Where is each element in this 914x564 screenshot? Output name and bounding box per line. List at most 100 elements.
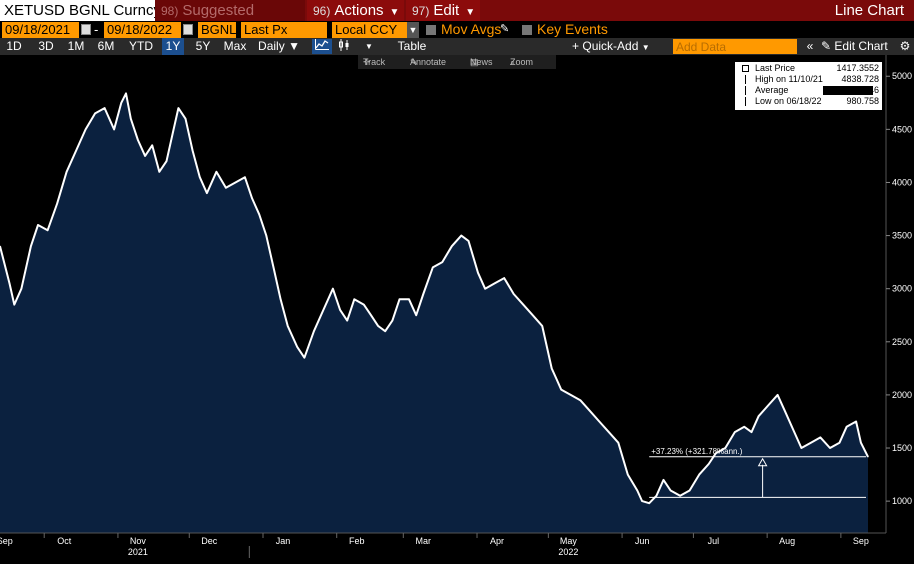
collapse-icon[interactable]: « <box>806 39 814 53</box>
high-marker-icon <box>745 75 746 84</box>
add-data-input[interactable] <box>673 39 797 54</box>
data-point <box>648 502 650 504</box>
period-button[interactable]: 3D <box>38 39 54 53</box>
data-point <box>47 229 49 231</box>
redacted-bar <box>823 86 873 95</box>
x-year-label: 2021 <box>128 547 148 557</box>
data-point <box>541 325 543 327</box>
data-point <box>555 378 558 380</box>
field-selector[interactable]: Last Px <box>241 22 327 38</box>
key-events-checkbox[interactable] <box>522 25 532 35</box>
data-point <box>296 346 298 348</box>
calendar-icon[interactable] <box>183 24 193 35</box>
legend-average-label: Average <box>755 85 789 95</box>
news-icon: ▤ <box>470 57 479 67</box>
legend-low-value: 980.758 <box>846 96 879 106</box>
average-marker-icon <box>745 86 746 95</box>
candlestick-icon[interactable] <box>335 39 353 54</box>
data-point <box>363 304 365 306</box>
actions-menu-button[interactable]: 96) Actions ▼ <box>307 0 404 21</box>
chevron-down-icon[interactable]: ▼ <box>365 42 373 51</box>
data-point <box>346 320 348 322</box>
data-point <box>867 456 869 458</box>
x-tick-label: Feb <box>349 536 365 546</box>
zoom-label: Zoom <box>510 57 534 67</box>
quick-add-button[interactable]: + Quick-Add ▼ <box>572 38 667 55</box>
edit-chart-button[interactable]: ✎ Edit Chart <box>821 38 897 55</box>
data-point <box>177 107 179 109</box>
y-tick-label: 1000 <box>892 496 912 506</box>
data-point <box>20 288 22 290</box>
data-point <box>225 187 227 189</box>
period-button-selected[interactable]: 1Y <box>162 38 184 55</box>
data-point <box>829 447 831 449</box>
edit-menu-button[interactable]: 97) Edit ▼ <box>406 0 480 21</box>
pencil-icon[interactable]: ✎ <box>500 23 510 35</box>
line-chart-icon[interactable] <box>312 39 332 54</box>
table-button[interactable]: Table <box>397 39 427 53</box>
data-point <box>560 389 562 391</box>
data-point <box>689 489 691 492</box>
chevron-down-icon: ▼ <box>288 39 300 53</box>
price-chart[interactable]: +37.23% (+321.78%ann.) 1000 1500 2000 2500 3… <box>0 55 914 564</box>
period-button[interactable]: YTD <box>129 39 153 53</box>
gear-icon[interactable]: ⚙ <box>899 39 911 53</box>
data-point <box>215 171 217 173</box>
x-tick-label: Sep <box>853 536 869 546</box>
price-area-fill <box>0 93 868 533</box>
legend-high-label: High on 11/10/21 <box>755 74 823 84</box>
data-point <box>855 420 857 423</box>
legend-low-label: Low on 06/18/22 <box>755 96 822 106</box>
data-point <box>0 245 1 247</box>
frequency-dropdown[interactable]: Daily ▼ <box>256 38 302 55</box>
data-point <box>234 181 236 184</box>
data-point <box>287 325 289 327</box>
data-point <box>206 192 208 194</box>
ticker-field[interactable]: XETUSD BGNL Curncy <box>0 0 165 21</box>
x-tick-label: Jun <box>635 536 650 546</box>
data-point <box>272 266 275 268</box>
data-point <box>408 298 410 300</box>
start-date-field[interactable]: 09/18/2021 <box>2 22 79 38</box>
data-point <box>265 235 267 237</box>
data-point <box>8 282 11 284</box>
data-point <box>13 304 15 306</box>
period-button[interactable]: 5Y <box>195 39 211 53</box>
y-tick-label: 1500 <box>892 443 912 453</box>
x-tick-label: Jan <box>276 536 291 546</box>
data-point <box>532 314 534 316</box>
y-tick-label: 3000 <box>892 284 912 294</box>
legend-average-value: 2749.2546 <box>836 85 879 95</box>
data-point <box>503 277 505 279</box>
data-point <box>37 224 39 226</box>
end-date-field[interactable]: 09/18/2022 <box>104 22 181 38</box>
period-button[interactable]: 6M <box>97 39 115 53</box>
data-point <box>415 314 417 316</box>
period-button[interactable]: Max <box>223 39 247 53</box>
currency-selector[interactable]: Local CCY <box>332 22 407 38</box>
period-button[interactable]: 1D <box>6 39 22 53</box>
source-field[interactable]: BGNL <box>198 22 236 38</box>
data-point <box>777 394 779 396</box>
data-point <box>370 314 372 316</box>
data-point <box>793 431 795 433</box>
measure-annotation: +37.23% (+321.78%ann.) <box>649 447 866 498</box>
mov-avgs-checkbox[interactable] <box>426 25 436 35</box>
suggested-charts-button[interactable]: 98)Suggested Charts <box>155 0 305 41</box>
view-title: Line Chart <box>834 2 904 19</box>
x-tick-label: Mar <box>416 536 432 546</box>
x-axis: Sep Oct Nov Dec Jan Feb Mar Apr May Jun Jul Aug Sep 2… <box>0 533 869 558</box>
data-point <box>313 330 315 332</box>
data-point <box>353 298 355 300</box>
x-year-label: 2022 <box>558 547 578 557</box>
data-point <box>513 293 515 295</box>
data-point <box>715 452 717 454</box>
data-point <box>85 128 87 130</box>
x-tick-label: Sep <box>0 536 13 546</box>
chevron-down-icon[interactable]: ▼ <box>407 22 419 38</box>
track-label: Track <box>363 57 386 67</box>
calendar-icon[interactable] <box>81 24 91 35</box>
period-button[interactable]: 1M <box>67 39 85 53</box>
data-point <box>670 489 672 492</box>
data-point <box>192 150 194 152</box>
